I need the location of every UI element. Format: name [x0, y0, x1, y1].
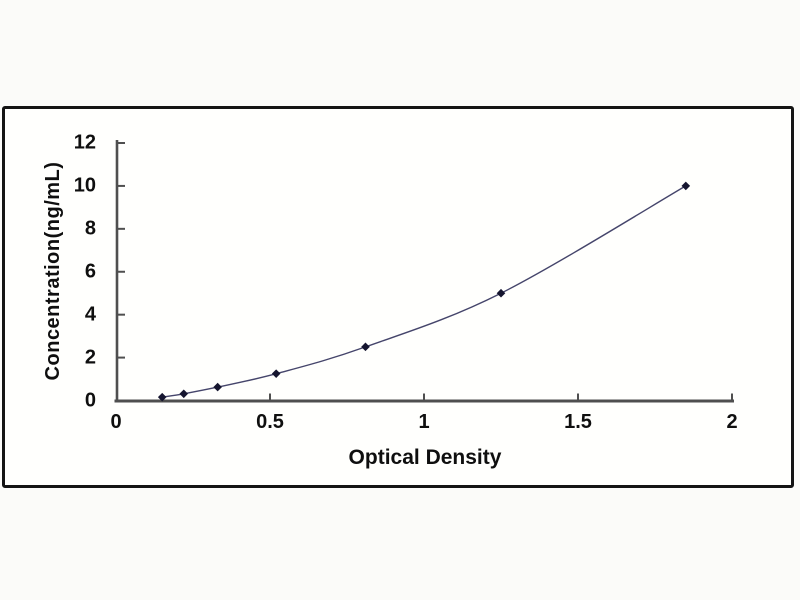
x-axis-title: Optical Density: [348, 446, 502, 469]
y-tick-label: 10: [73, 174, 96, 197]
x-tick-label: 2: [726, 411, 738, 433]
x-tick-label: 0.5: [256, 411, 284, 433]
y-tick-label: 8: [84, 217, 96, 240]
y-tick-label: 6: [84, 260, 96, 283]
y-tick-label: 4: [84, 303, 96, 326]
y-axis-title: Concentration(ng/mL): [42, 161, 64, 381]
x-tick-label: 0: [110, 411, 122, 433]
y-tick-label: 0: [84, 389, 96, 411]
x-tick-label: 1.5: [564, 411, 592, 433]
y-tick-label: 2: [84, 346, 96, 369]
x-tick-label: 1: [418, 411, 430, 433]
y-tick-label: 12: [73, 131, 96, 154]
